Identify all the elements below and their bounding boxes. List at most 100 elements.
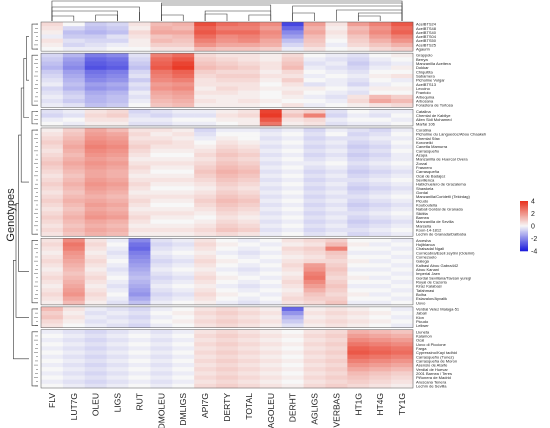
- heatmap-cell: [303, 333, 326, 339]
- heatmap-cell: [237, 144, 261, 150]
- heatmap-cell: [194, 259, 217, 264]
- heatmap-cell: [41, 250, 64, 256]
- heatmap-cell: [259, 242, 282, 247]
- heatmap-cell: [41, 323, 64, 328]
- heatmap-cell: [237, 254, 261, 260]
- heatmap-cell: [150, 215, 173, 220]
- heatmap-cell: [237, 22, 261, 27]
- heatmap-cell: [391, 53, 414, 58]
- heatmap-cell: [128, 288, 151, 293]
- heatmap-cell: [128, 109, 151, 114]
- heatmap-cell: [216, 288, 239, 293]
- heatmap-cell: [303, 182, 326, 187]
- heatmap-cell: [281, 78, 304, 83]
- heatmap-cell: [325, 73, 348, 79]
- heatmap-cell: [391, 371, 414, 376]
- heatmap-cell: [41, 194, 64, 200]
- row-label: AcelBTS40: [416, 30, 437, 35]
- heatmap-cell: [369, 61, 392, 66]
- heatmap-cell: [84, 284, 107, 289]
- heatmap-cell: [369, 319, 392, 324]
- row-dendrogram-branch: [31, 331, 38, 387]
- heatmap-cell: [106, 232, 129, 237]
- row-label: Canetta Mamurra: [416, 144, 448, 149]
- heatmap-cell: [194, 127, 217, 133]
- heatmap-cell: [237, 94, 261, 100]
- color-legend: 420-2-4: [520, 199, 537, 256]
- heatmap-cell: [216, 346, 239, 351]
- heatmap-cell: [128, 165, 151, 170]
- heatmap-cell: [259, 300, 282, 306]
- heatmap-cell: [216, 271, 239, 277]
- row-dendrogram-branch: [13, 259, 29, 360]
- heatmap-cell: [325, 271, 348, 277]
- heatmap-cell: [41, 140, 64, 145]
- heatmap-cell: [150, 38, 173, 44]
- heatmap-cell: [259, 215, 282, 220]
- heatmap-cell: [216, 250, 239, 256]
- heatmap-cell: [84, 363, 107, 368]
- row-label: Manzanilla/Coridetli (Tekirdag): [416, 194, 470, 199]
- heatmap-cell: [391, 113, 414, 118]
- heatmap-cell: [347, 292, 370, 297]
- heatmap-cell: [303, 311, 326, 316]
- heatmap-cell: [194, 383, 217, 389]
- heatmap-cell: [391, 311, 414, 316]
- heatmap-cell: [281, 323, 304, 328]
- heatmap-cell: [84, 242, 107, 247]
- heatmap-cell: [391, 329, 414, 335]
- heatmap-cell: [84, 173, 107, 179]
- heatmap-cell: [391, 46, 414, 52]
- heatmap-cell: [172, 121, 195, 127]
- heatmap-cell: [62, 152, 86, 158]
- heatmap-cell: [391, 292, 414, 297]
- heatmap-cell: [259, 57, 282, 62]
- heatmap-cell: [150, 82, 173, 87]
- heatmap-cell: [106, 53, 129, 58]
- heatmap-cell: [391, 61, 414, 66]
- heatmap-cell: [391, 383, 414, 389]
- heatmap-cell: [347, 296, 370, 301]
- heatmap-cell: [369, 350, 392, 355]
- legend-tick-label: 2: [531, 211, 535, 218]
- heatmap-cell: [303, 94, 326, 100]
- heatmap-cell: [303, 338, 326, 343]
- heatmap-cell: [391, 232, 414, 237]
- heatmap-cell: [237, 161, 261, 166]
- heatmap-cell: [303, 202, 326, 208]
- heatmap-cell: [194, 363, 217, 368]
- heatmap-cell: [391, 140, 414, 145]
- heatmap-cell: [237, 300, 261, 306]
- heatmap-cell: [62, 109, 86, 114]
- heatmap-cell: [325, 358, 348, 364]
- legend-swatch: [520, 237, 528, 239]
- heatmap-cell: [62, 342, 86, 347]
- heatmap-cell: [259, 82, 282, 87]
- legend-swatch: [520, 226, 528, 228]
- heatmap-cell: [281, 152, 304, 158]
- heatmap-cell: [281, 354, 304, 360]
- heatmap-cell: [281, 132, 304, 137]
- heatmap-cell: [62, 165, 86, 170]
- row-dendrogram-branch: [31, 54, 38, 106]
- heatmap-cell: [106, 34, 129, 39]
- heatmap-cell: [281, 169, 304, 175]
- heatmap-cell: [62, 22, 86, 27]
- heatmap-cell: [391, 211, 414, 216]
- heatmap-cell: [303, 136, 326, 141]
- heatmap-cell: [106, 333, 129, 339]
- heatmap-cell: [172, 73, 195, 79]
- heatmap-cell: [237, 350, 261, 355]
- heatmap-cell: [259, 238, 282, 243]
- heatmap-cell: [106, 69, 129, 75]
- heatmap-cell: [84, 82, 107, 87]
- heatmap-cell: [347, 94, 370, 100]
- heatmap-cell: [41, 173, 64, 179]
- heatmap-cell: [62, 358, 86, 364]
- heatmap-cell: [150, 246, 173, 252]
- heatmap-cell: [303, 26, 326, 31]
- heatmap-cell: [369, 136, 392, 141]
- heatmap-cell: [259, 78, 282, 83]
- heatmap-cell: [84, 30, 107, 35]
